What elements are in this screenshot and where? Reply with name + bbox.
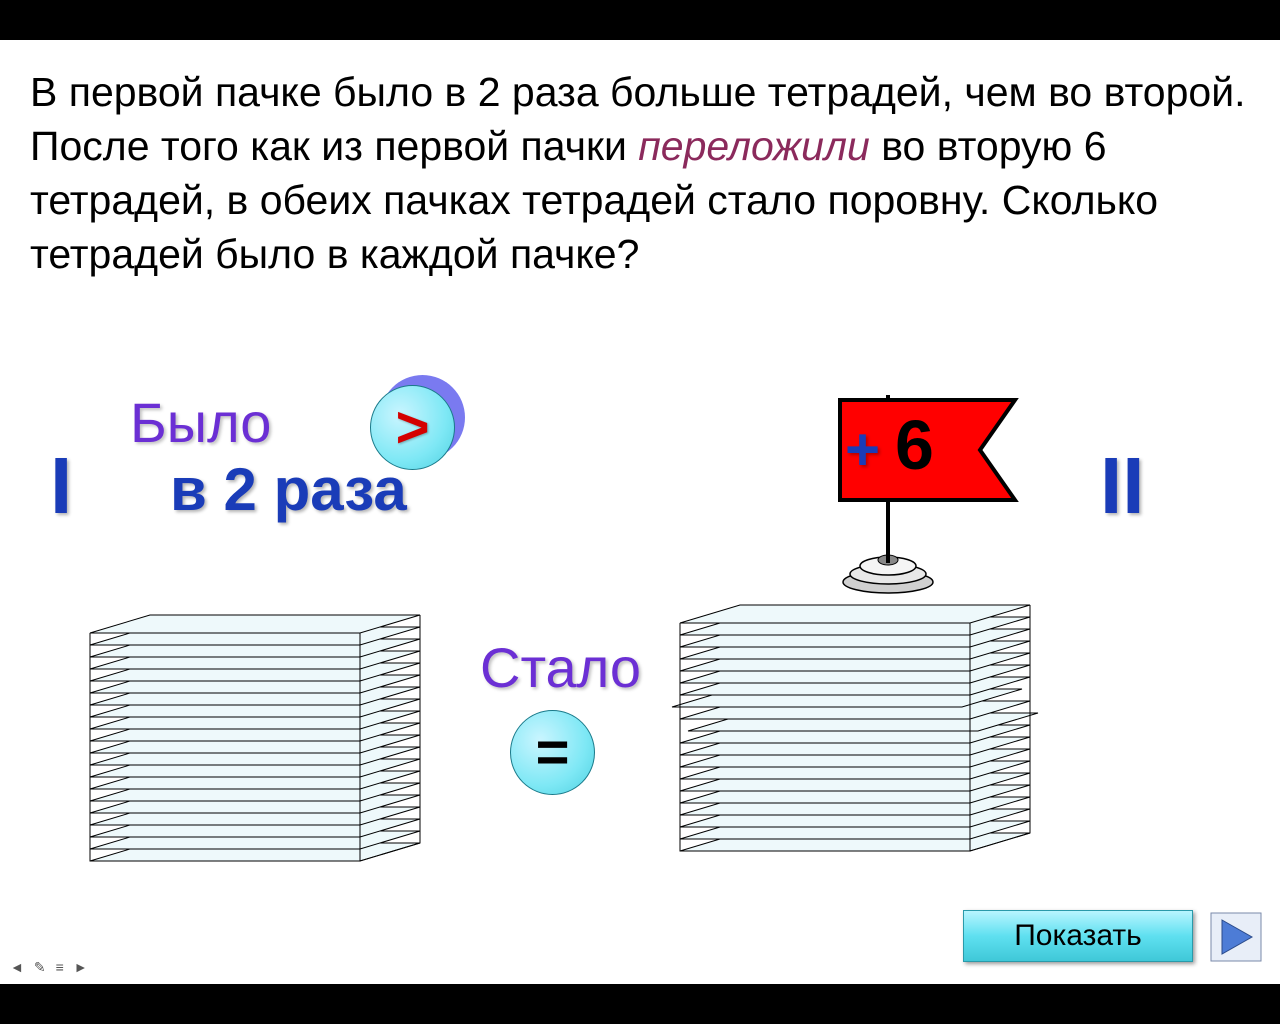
greater-than-symbol: > xyxy=(396,394,430,461)
nav-next-icon[interactable]: ► xyxy=(74,959,88,976)
nav-prev-icon[interactable]: ◄ xyxy=(10,959,24,976)
became-label: Стало xyxy=(480,635,641,700)
nav-icons: ◄ ✎ ≡ ► xyxy=(10,959,88,976)
slide-area: В первой пачке было в 2 раза больше тетр… xyxy=(0,40,1280,984)
stack-right xyxy=(670,570,1070,890)
nav-menu-icon[interactable]: ≡ xyxy=(56,959,64,976)
label-stack-two: II xyxy=(1100,440,1144,532)
show-button[interactable]: Показать xyxy=(963,910,1193,962)
greater-than-badge: > xyxy=(370,375,465,470)
flag-plus: + xyxy=(845,415,880,484)
nav-pen-icon[interactable]: ✎ xyxy=(34,959,46,976)
label-stack-one: I xyxy=(50,440,72,532)
was-label: Было xyxy=(130,390,271,455)
stack-left xyxy=(80,580,450,900)
show-button-label: Показать xyxy=(1014,919,1142,953)
equals-symbol: = xyxy=(536,719,570,786)
problem-emphasis: переложили xyxy=(638,123,870,169)
next-arrow-icon[interactable] xyxy=(1210,912,1262,962)
equals-badge: = xyxy=(510,710,595,795)
problem-text: В первой пачке было в 2 раза больше тетр… xyxy=(30,65,1250,281)
flag-number: 6 xyxy=(895,405,934,485)
